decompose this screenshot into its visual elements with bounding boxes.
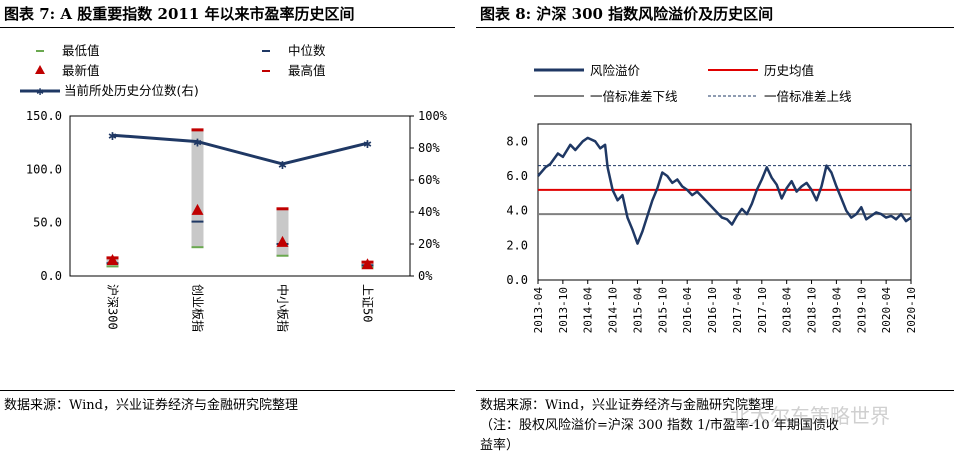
left-source-rule [0, 390, 455, 391]
right-y-tick-label: 0.0 [506, 273, 528, 287]
right-y-tick-label: 6.0 [506, 169, 528, 183]
legend-median-label: 中位数 [288, 43, 326, 58]
left-plot-frame [69, 115, 411, 277]
legend-upper-label: 一倍标准差上线 [764, 89, 852, 104]
right-x-tick-label: 2014-10 [607, 287, 620, 333]
right-x-tick-label: 2013-10 [557, 287, 570, 333]
right-source-note: 数据来源：Wind，兴业证券经济与金融研究院整理 [480, 398, 774, 413]
legend-mean-label: 历史均值 [764, 63, 814, 78]
left-source-note: 数据来源：Wind，兴业证券经济与金融研究院整理 [4, 398, 298, 413]
watermark-text: 北大尔东策略世界 [730, 404, 890, 428]
right-legend: 风险溢价 历史均值 一倍标准差下线 一倍标准差上线 [534, 63, 852, 104]
left-legend: 最低值 中位数 最新值 最高值 ✱ 当前所处历史分位数(右) [20, 43, 326, 98]
right-y-tick-label: 4.0 [506, 204, 528, 218]
right-y-tick-label: 20% [418, 237, 440, 251]
right-x-tick-label: 2013-04 [532, 287, 545, 334]
right-x-tick-label: 2014-04 [582, 287, 595, 334]
right-chart-title: 图表 8: 沪深 300 指数风险溢价及历史区间 [480, 5, 774, 23]
right-x-tick-label: 2020-04 [880, 287, 893, 334]
latest-marker-3 [361, 258, 374, 270]
right-x-tick-label: 2017-10 [756, 287, 769, 333]
right-x-tick-label: 2018-10 [806, 287, 819, 333]
latest-marker-2 [276, 235, 289, 247]
right-y-tick-label: 80% [418, 141, 440, 155]
right-plot-area: 0.0 2.0 4.0 6.0 8.0 2013-04 2013-10 2014-04 2014… [506, 123, 918, 334]
legend-lower-label: 一倍标准差下线 [590, 89, 678, 104]
percentile-point-2: ✱ [278, 157, 287, 173]
right-x-tick-label: 2015-04 [631, 287, 644, 334]
percentile-point-1: ✱ [193, 135, 202, 151]
left-chart-title: 图表 7: A 股重要指数 2011 年以来市盈率历史区间 [4, 5, 355, 23]
right-x-tick-label: 2019-04 [830, 287, 843, 334]
right-x-tick-label: 2018-04 [781, 287, 794, 334]
right-title-rule [476, 27, 954, 28]
range-bar-2 [276, 208, 289, 256]
left-y-tick-label: 50.0 [33, 216, 62, 230]
right-x-tick-label: 2020-10 [905, 287, 918, 333]
right-x-tick-label: 2017-04 [731, 287, 744, 334]
category-label-3: 上证50 [361, 284, 375, 322]
range-bar-1 [191, 129, 204, 248]
left-chart: 最低值 中位数 最新值 最高值 ✱ 当前所处历史分位数(右) 0.0 50.0 10… [20, 43, 448, 332]
legend-premium-label: 风险溢价 [590, 63, 641, 78]
right-y-tick-label: 100% [418, 109, 448, 123]
right-x-tick-label: 2016-04 [681, 287, 694, 334]
right-formula-note-line2: 益率） [480, 438, 520, 453]
left-y-tick-label: 100.0 [26, 162, 62, 176]
category-label-0: 沪深300 [106, 284, 120, 330]
left-title-rule [0, 27, 455, 28]
latest-marker-0 [106, 254, 119, 265]
right-x-tick-label: 2016-10 [706, 287, 719, 333]
category-label-1: 创业板指 [191, 284, 206, 332]
legend-latest-label: 最新值 [62, 63, 100, 78]
right-y-tick-label: 2.0 [506, 238, 528, 252]
right-x-tick-label: 2019-10 [855, 287, 868, 333]
left-y-tick-label: 0.0 [40, 269, 62, 283]
right-chart: 风险溢价 历史均值 一倍标准差下线 一倍标准差上线 0.0 2.0 4.0 6.0 8.… [506, 63, 918, 334]
left-y-tick-label: 150.0 [26, 109, 62, 123]
right-plot-frame [537, 123, 912, 281]
right-y-tick-label: 8.0 [506, 134, 528, 148]
right-y-tick-label: 60% [418, 173, 440, 187]
right-formula-note-line1: （注：股权风险溢价=沪深 300 指数 1/市盈率-10 年期国债收 [480, 418, 839, 433]
legend-min-label: 最低值 [62, 43, 100, 58]
svg-text:✱: ✱ [36, 84, 43, 98]
right-y-tick-label: 0% [418, 269, 433, 283]
category-label-2: 中小板指 [276, 284, 291, 332]
legend-percentile-label: 当前所处历史分位数(右) [64, 83, 199, 98]
right-x-tick-label: 2015-10 [656, 287, 669, 333]
legend-max-label: 最高值 [288, 63, 326, 78]
premium-series-line [537, 136, 912, 245]
latest-marker-1 [191, 203, 204, 215]
left-plot-area: 0.0 50.0 100.0 150.0 0% 20% 40% 60% 80% 100% 沪深300… [26, 109, 448, 332]
percentile-line [112, 133, 368, 166]
right-source-rule [476, 390, 954, 391]
percentile-point-0: ✱ [108, 128, 117, 144]
percentile-point-3: ✱ [363, 136, 372, 152]
legend-latest-marker [35, 65, 45, 74]
right-y-tick-label: 40% [418, 205, 440, 219]
